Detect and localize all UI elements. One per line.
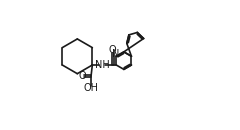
Text: O: O [78,71,86,81]
Text: N: N [112,49,119,59]
Text: OH: OH [84,83,99,93]
Text: O: O [109,46,116,56]
Text: NH: NH [95,60,109,70]
